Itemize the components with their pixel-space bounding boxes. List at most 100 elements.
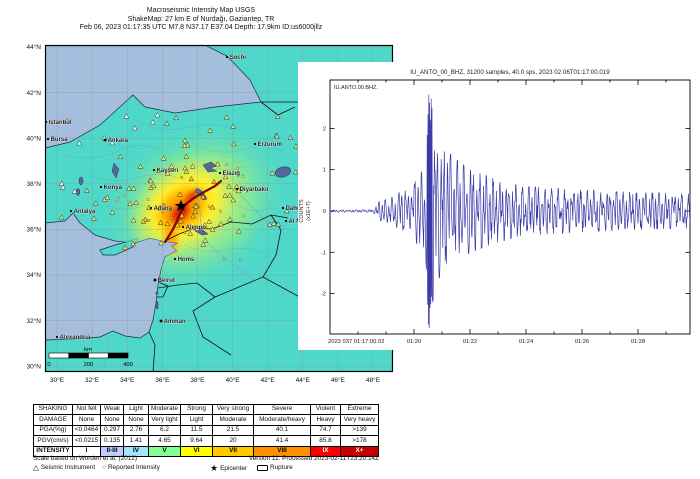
scale-cell: Moderate — [148, 403, 181, 416]
station-triangle — [58, 214, 65, 220]
city-label: Alexandria — [60, 335, 91, 341]
scale-cell: 4.65 — [148, 435, 181, 447]
city-dot — [225, 55, 229, 59]
map-scale-bar: km 0 200 400 — [47, 347, 132, 368]
reported-intensity-circle — [218, 209, 222, 213]
station-triangle — [209, 226, 216, 232]
scale-note: Scale based on Worden et al. (2012) — [33, 455, 137, 462]
lat-tick-label: 40°N — [26, 134, 41, 142]
station-triangle — [130, 217, 137, 223]
scale-cell: Light — [123, 403, 149, 416]
city-dot — [281, 206, 285, 210]
lon-tick-label: 48°E — [366, 376, 381, 384]
scale-cell: Moderate — [212, 414, 254, 426]
scale-cell: Extreme — [340, 403, 379, 416]
scale-cell: Light — [180, 414, 213, 426]
reported-intensity-circle — [222, 257, 226, 261]
y-tick-label: 1 — [323, 168, 326, 174]
legend-label: Epicenter — [220, 464, 248, 472]
lon-tick-label: 30°E — [50, 376, 65, 384]
scale-table-row: PGV(cm/s) <0.0215 0.135 1.41 4.65 9.64 20 41.4 8… — [33, 435, 379, 447]
scale-cell: 0.297 — [100, 424, 124, 437]
city-dot — [103, 138, 107, 142]
map-title-line1: Macroseismic Intensity Map USGS — [146, 7, 256, 14]
map-title-line2: ShakeMap: 27 km E of Nurdağı, Gaziantep,… — [127, 15, 275, 23]
map-legend: △ Seismic Instrument ○ Reported Intensity ★ E… — [33, 464, 379, 476]
station-triangle — [222, 192, 229, 198]
station-triangle — [160, 155, 167, 161]
station-triangle — [187, 230, 194, 236]
station-triangle — [287, 134, 294, 141]
station-triangle — [275, 221, 282, 227]
lon-tick-label: 34°E — [120, 376, 135, 384]
station-triangle — [222, 174, 229, 180]
station-triangle — [218, 221, 224, 227]
station-triangle — [206, 218, 213, 224]
station-triangle — [200, 241, 207, 247]
x-start-label: 2023 037 01:17:00.02 — [328, 339, 384, 345]
y-tick-label: 0 — [323, 209, 326, 215]
city-dot — [181, 225, 185, 229]
scale-cell: None — [72, 414, 101, 426]
station-triangle — [150, 182, 157, 189]
station-triangle — [292, 169, 299, 175]
station-triangle — [160, 202, 167, 208]
station-triangle — [137, 163, 144, 169]
scale-table-row: PGA(%g) <0.0464 0.297 2.76 6.2 11.5 21.5 40.1 74… — [33, 424, 379, 437]
reported-intensity-circle — [241, 174, 245, 178]
scale-cell: Severe — [253, 403, 311, 416]
scale-cell: 40.1 — [253, 424, 311, 437]
city-dot — [218, 171, 222, 175]
station-triangle — [164, 220, 171, 227]
station-triangle — [189, 163, 196, 169]
station-triangle — [293, 143, 299, 149]
scale-row-label: PGV(cm/s) — [33, 435, 73, 447]
reported-intensity-circle — [238, 258, 242, 262]
scale-cell: 20 — [212, 435, 254, 447]
seismogram-title: IU_ANTO_00_BHZ, 31200 samples, 40.0 sps,… — [410, 69, 610, 76]
intensity-scale-table: SHAKING Not felt Weak Light Moderate Strong Ve… — [33, 403, 379, 457]
station-triangle — [71, 188, 78, 194]
city-label: Dahuk — [286, 206, 305, 212]
station-triangle — [174, 222, 181, 228]
scale-cell: Violent — [310, 403, 341, 416]
scale-cell: X+ — [340, 445, 379, 457]
station-triangle — [130, 185, 137, 191]
lat-tick-label: 32°N — [26, 317, 41, 325]
station-triangle — [126, 185, 132, 191]
station-triangle — [227, 192, 233, 198]
station-triangle — [133, 199, 140, 205]
station-triangle — [122, 244, 128, 251]
station-triangle — [109, 209, 116, 215]
city-dot — [159, 319, 163, 323]
lon-tick-label: 42°E — [261, 376, 276, 384]
city-label: Konya — [104, 185, 123, 191]
station-triangle — [166, 205, 172, 212]
station-triangle — [64, 118, 70, 124]
station-triangle — [184, 142, 191, 148]
station-triangle — [183, 168, 190, 174]
reported-intensity-circle — [147, 218, 151, 222]
station-triangle — [91, 215, 97, 221]
city-dot — [149, 206, 153, 210]
epicenter-star — [174, 199, 188, 212]
city-label: Aleppo — [186, 225, 207, 231]
city-label: Elazığ — [223, 171, 241, 177]
scale-cell: 21.5 — [212, 424, 254, 437]
station-triangle — [235, 187, 242, 194]
station-triangle — [207, 127, 213, 133]
reported-intensity-circle — [236, 166, 240, 170]
station-triangle — [130, 240, 136, 247]
city-layer: Istanbul Bursa Ankara Sochi Konya Antalya Kays… — [45, 55, 317, 341]
svg-text:400: 400 — [123, 362, 133, 368]
station-triangle — [188, 175, 195, 182]
scale-cell: 9.64 — [180, 435, 213, 447]
station-triangle — [209, 204, 216, 210]
station-triangle — [269, 170, 276, 176]
city-dot — [99, 185, 103, 189]
city-label: Erzurum — [258, 142, 282, 148]
city-label: Adana — [154, 206, 173, 212]
legend-label: Rupture — [270, 464, 293, 471]
city-label: Ankara — [108, 138, 129, 144]
